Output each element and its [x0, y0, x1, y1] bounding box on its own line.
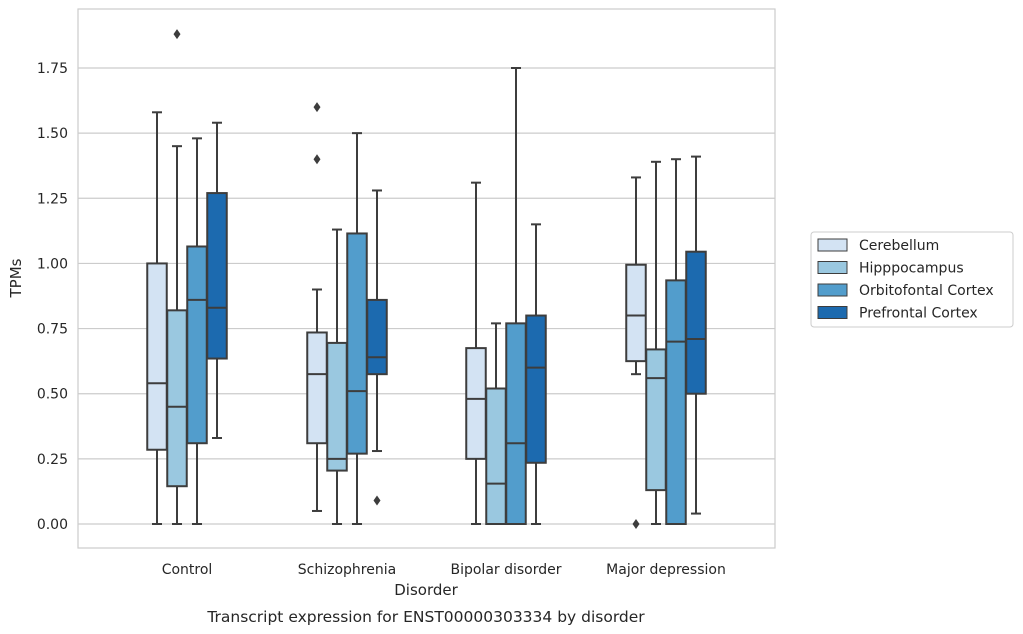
box-iqr	[625, 263, 647, 363]
legend-label: Cerebellum	[859, 238, 939, 254]
box-cerebellum	[465, 181, 487, 525]
box-prefrontal-cortex	[366, 189, 388, 506]
box-prefrontal-cortex	[685, 155, 707, 515]
chart-title: Transcript expression for ENST0000030333…	[206, 608, 645, 626]
outlier-point	[313, 102, 321, 113]
y-tick-label: 1.50	[37, 126, 68, 142]
box-cerebellum	[306, 102, 328, 512]
outlier-point	[632, 519, 640, 529]
box-orbitofontal-cortex	[346, 132, 368, 525]
legend: Cerebellum Hipppocampus Orbitofontal Corte…	[810, 231, 1014, 328]
y-tick-label: 0.75	[37, 322, 68, 338]
legend-swatch	[817, 306, 848, 319]
box-hipppocampus	[645, 160, 667, 525]
box-cerebellum	[146, 111, 168, 525]
outlier-point	[173, 29, 181, 40]
legend-label: Prefrontal Cortex	[859, 306, 978, 322]
box-iqr	[645, 348, 667, 492]
box-iqr	[326, 341, 348, 472]
box-iqr	[505, 322, 527, 525]
box-iqr	[366, 298, 388, 376]
x-tick-label: Bipolar disorder	[450, 562, 561, 578]
outlier-point	[373, 495, 381, 506]
box-hipppocampus	[326, 228, 348, 525]
legend-items: Cerebellum Hipppocampus Orbitofontal Corte…	[817, 238, 994, 322]
legend-label: Hipppocampus	[859, 261, 964, 277]
x-tick-label: Major depression	[606, 562, 726, 578]
y-tick-label: 1.25	[37, 191, 68, 207]
box-iqr	[306, 331, 328, 445]
box-iqr	[206, 192, 228, 360]
box-iqr	[685, 250, 707, 395]
box-iqr	[465, 347, 487, 460]
y-tick-label: 0.00	[37, 517, 68, 533]
box-series	[146, 29, 707, 529]
y-tick-label: 0.50	[37, 387, 68, 403]
plot-area-frame	[77, 8, 776, 549]
legend-swatch	[817, 283, 848, 297]
y-tick-label: 1.00	[37, 256, 68, 272]
box-iqr	[485, 387, 507, 526]
box-iqr	[346, 232, 368, 455]
box-orbitofontal-cortex	[186, 137, 208, 525]
x-tick-label: Control	[162, 562, 213, 578]
box-iqr	[166, 309, 188, 488]
box-iqr	[665, 279, 687, 526]
box-orbitofontal-cortex	[665, 158, 687, 526]
box-prefrontal-cortex	[525, 223, 547, 525]
box-orbitofontal-cortex	[505, 67, 527, 525]
box-hipppocampus	[166, 29, 188, 525]
legend-label: Orbitofontal Cortex	[859, 283, 994, 299]
outlier-point	[313, 154, 321, 165]
legend-frame	[810, 231, 1014, 328]
legend-swatch	[817, 261, 848, 274]
box-iqr	[146, 262, 168, 451]
y-tick-labels: 0.00 0.25 0.50 0.75 1.00 1.25 1.50 1.75	[37, 61, 68, 533]
y-tick-label: 0.25	[37, 452, 68, 468]
box-iqr	[525, 314, 547, 464]
box-iqr	[186, 245, 208, 445]
x-axis-label: Disorder	[394, 581, 458, 599]
x-tick-label: Schizophrenia	[298, 562, 396, 578]
box-prefrontal-cortex	[206, 121, 228, 440]
box-hipppocampus	[485, 322, 507, 526]
box-cerebellum	[625, 176, 647, 529]
y-axis-label: TPMs	[7, 258, 25, 298]
y-tick-label: 1.75	[37, 61, 68, 77]
x-tick-labels: Control Schizophrenia Bipolar disorder Majo…	[162, 562, 726, 578]
legend-swatch	[817, 238, 848, 252]
